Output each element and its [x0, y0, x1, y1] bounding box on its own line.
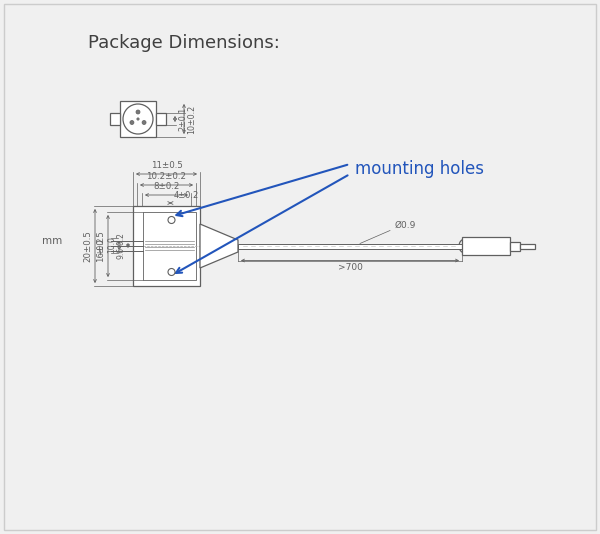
Text: 20±0.5: 20±0.5 [83, 230, 92, 262]
Text: 9.6-0.2: 9.6-0.2 [116, 232, 125, 259]
Circle shape [136, 110, 140, 114]
Text: >700: >700 [338, 263, 362, 272]
Bar [462, 237, 510, 255]
Bar [133, 206, 200, 286]
Bar [510, 241, 520, 250]
Text: 2±0.1: 2±0.1 [178, 107, 187, 131]
Text: +0.2
10.0: +0.2 10.0 [97, 237, 116, 255]
Text: Ø0.9: Ø0.9 [395, 221, 416, 230]
Text: 10.2±0.2: 10.2±0.2 [146, 172, 187, 181]
Bar [120, 101, 156, 137]
Text: 16±0.5: 16±0.5 [96, 230, 105, 262]
Circle shape [168, 269, 175, 276]
Circle shape [137, 118, 139, 120]
Text: mm: mm [42, 236, 62, 246]
Circle shape [123, 104, 153, 134]
Circle shape [130, 121, 134, 124]
Bar [143, 212, 196, 280]
Text: Package Dimensions:: Package Dimensions: [88, 34, 280, 52]
Text: 10±0.2: 10±0.2 [187, 104, 196, 134]
Circle shape [168, 216, 175, 224]
Text: mounting holes: mounting holes [355, 160, 484, 178]
Bar [238, 244, 462, 248]
Bar [520, 244, 535, 248]
Bar [156, 113, 166, 125]
Text: 8±0.2: 8±0.2 [154, 182, 179, 191]
Polygon shape [200, 224, 238, 268]
Circle shape [142, 121, 146, 124]
Text: 4±0.2: 4±0.2 [173, 191, 199, 200]
Text: 11±0.5: 11±0.5 [151, 161, 182, 170]
Bar [110, 113, 120, 125]
